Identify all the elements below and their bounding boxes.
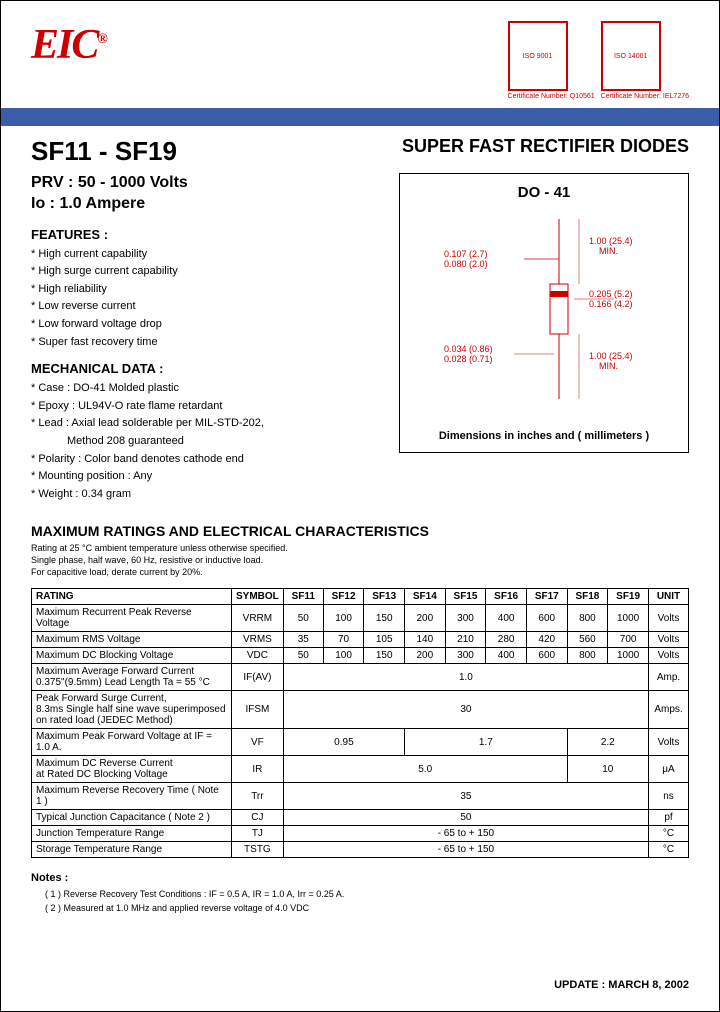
svg-text:1.00 (25.4): 1.00 (25.4) <box>589 236 633 246</box>
header: EIC® ISO 9001 Certificate Number: Q10561… <box>31 21 689 100</box>
feature-item: High reliability <box>31 281 379 299</box>
spec-summary: PRV : 50 - 1000 Volts Io : 1.0 Ampere <box>31 173 379 215</box>
mechanical-head: MECHANICAL DATA : <box>31 361 379 376</box>
mechanical-item: Mounting position : Any <box>31 468 379 486</box>
notes-list: ( 1 ) Reverse Recovery Test Conditions :… <box>31 888 689 915</box>
svg-text:0.107 (2.7): 0.107 (2.7) <box>444 249 488 259</box>
update-date: UPDATE : MARCH 8, 2002 <box>554 979 689 991</box>
svg-text:MIN.: MIN. <box>599 246 618 256</box>
diagram-title: DO - 41 <box>518 184 571 201</box>
table-row: Maximum DC Reverse Currentat Rated DC Bl… <box>32 756 689 783</box>
cert1-number: Certificate Number: Q10561 <box>508 93 595 100</box>
features-list: High current capabilityHigh surge curren… <box>31 246 379 352</box>
diode-outline-svg: 0.107 (2.7) 0.080 (2.0) 1.00 (25.4) MIN.… <box>414 209 674 424</box>
part-number: SF11 - SF19 <box>31 136 177 167</box>
table-row: Maximum Peak Forward Voltage at IF = 1.0… <box>32 729 689 756</box>
svg-text:0.205 (5.2): 0.205 (5.2) <box>589 289 633 299</box>
mechanical-indent: Method 208 guaranteed <box>31 433 379 451</box>
cert2-number: Certificate Number: IEL7276 <box>601 93 689 100</box>
mechanical-item: Polarity : Color band denotes cathode en… <box>31 451 379 469</box>
feature-item: High surge current capability <box>31 263 379 281</box>
svg-text:0.034 (0.86): 0.034 (0.86) <box>444 344 493 354</box>
divider-bar <box>1 108 719 126</box>
notes-head: Notes : <box>31 872 689 884</box>
table-row: Maximum Reverse Recovery Time ( Note 1 )… <box>32 783 689 810</box>
iso-14001-badge: ISO 14001 <box>601 21 661 91</box>
mechanical-item: Weight : 0.34 gram <box>31 486 379 504</box>
ratings-table: RATINGSYMBOLSF11SF12SF13SF14SF15SF16SF17… <box>31 588 689 858</box>
iso-9001-badge: ISO 9001 <box>508 21 568 91</box>
mechanical-item: Epoxy : UL94V-O rate flame retardant <box>31 398 379 416</box>
table-row: Junction Temperature RangeTJ- 65 to + 15… <box>32 826 689 842</box>
svg-text:0.166 (4.2): 0.166 (4.2) <box>589 299 633 309</box>
mechanical-list: Case : DO-41 Molded plasticEpoxy : UL94V… <box>31 380 379 503</box>
diagram-caption: Dimensions in inches and ( millimeters ) <box>439 430 649 442</box>
ratings-sub: Rating at 25 °C ambient temperature unle… <box>31 543 689 578</box>
svg-text:0.080 (2.0): 0.080 (2.0) <box>444 259 488 269</box>
table-row: Peak Forward Surge Current,8.3ms Single … <box>32 691 689 729</box>
feature-item: Low forward voltage drop <box>31 316 379 334</box>
cert-badges: ISO 9001 Certificate Number: Q10561 ISO … <box>508 21 689 100</box>
ratings-head: MAXIMUM RATINGS AND ELECTRICAL CHARACTER… <box>31 523 689 539</box>
feature-item: Low reverse current <box>31 298 379 316</box>
mechanical-item: Lead : Axial lead solderable per MIL-STD… <box>31 415 379 433</box>
feature-item: Super fast recovery time <box>31 334 379 352</box>
table-row: Maximum DC Blocking VoltageVDC5010015020… <box>32 648 689 664</box>
features-head: FEATURES : <box>31 227 379 242</box>
table-row: Typical Junction Capacitance ( Note 2 )C… <box>32 810 689 826</box>
feature-item: High current capability <box>31 246 379 264</box>
table-row: Maximum RMS VoltageVRMS35701051402102804… <box>32 632 689 648</box>
svg-text:1.00 (25.4): 1.00 (25.4) <box>589 351 633 361</box>
svg-text:0.028 (0.71): 0.028 (0.71) <box>444 354 493 364</box>
logo: EIC® <box>31 21 106 69</box>
table-row: Maximum Average Forward Current0.375"(9.… <box>32 664 689 691</box>
mechanical-item: Case : DO-41 Molded plastic <box>31 380 379 398</box>
package-diagram: DO - 41 0.107 (2.7) 0.080 (2.0) 1.00 (25… <box>399 173 689 453</box>
main-title: SUPER FAST RECTIFIER DIODES <box>402 136 689 157</box>
table-row: Maximum Recurrent Peak Reverse VoltageVR… <box>32 605 689 632</box>
svg-text:MIN.: MIN. <box>599 361 618 371</box>
table-row: Storage Temperature RangeTSTG- 65 to + 1… <box>32 842 689 858</box>
